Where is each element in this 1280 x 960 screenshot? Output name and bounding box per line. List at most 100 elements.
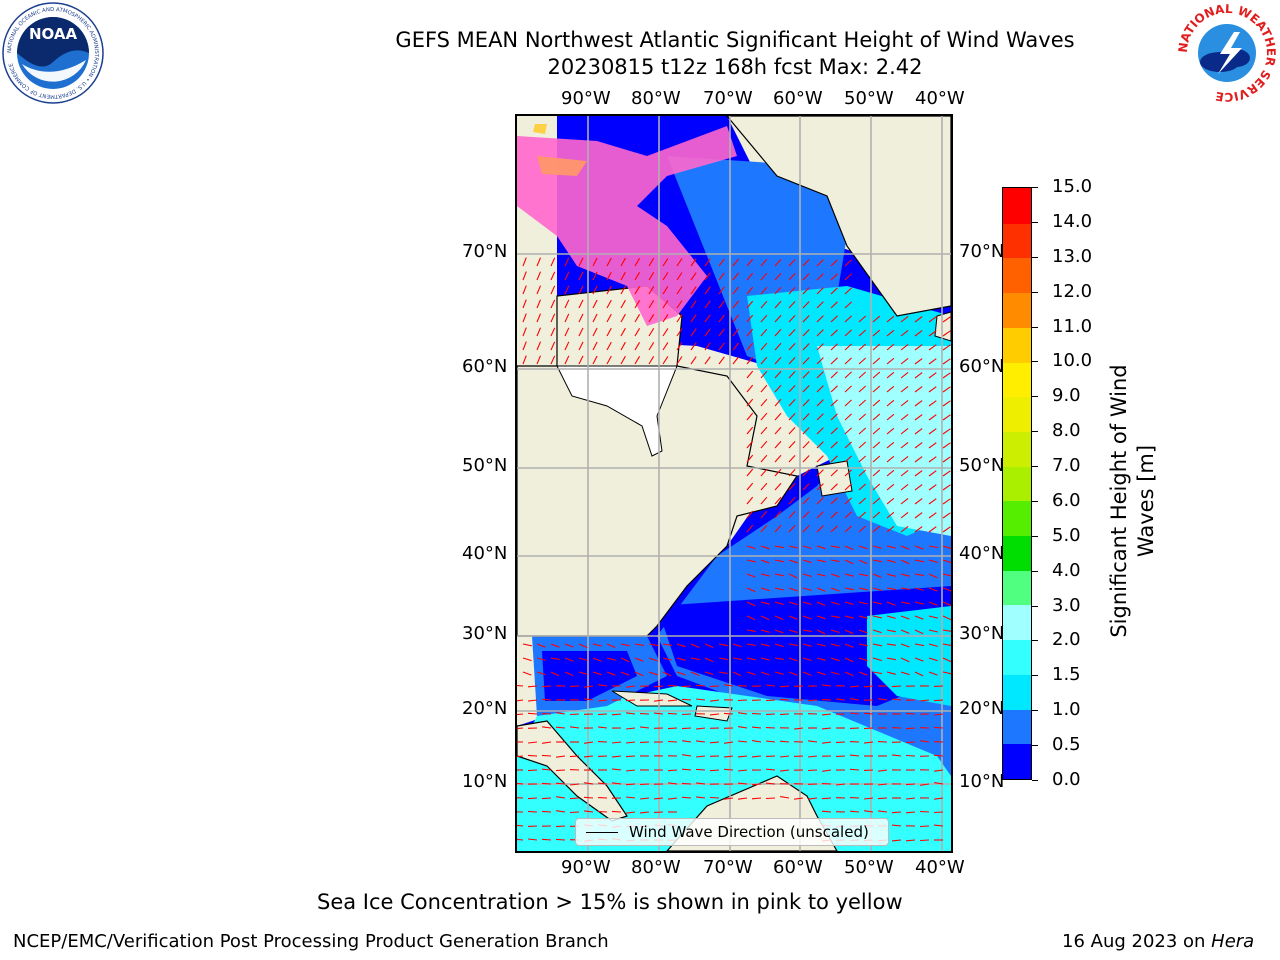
- wave-direction-vector: [816, 427, 824, 435]
- colorbar-tick-label: 6.0: [1052, 489, 1081, 511]
- wave-direction-vector: [765, 782, 776, 785]
- wave-direction-vector: [928, 643, 938, 647]
- colorbar-tick-label: 2.0: [1052, 629, 1081, 651]
- wave-direction-vector: [844, 497, 852, 505]
- wave-direction-vector: [640, 797, 650, 800]
- wave-direction-vector: [634, 671, 644, 677]
- wave-direction-vector: [830, 413, 838, 421]
- wave-direction-vector: [696, 727, 706, 730]
- wave-direction-vector: [858, 643, 868, 647]
- colorbar-tick-label: 8.0: [1052, 420, 1081, 442]
- wave-direction-vector: [653, 797, 664, 800]
- wave-direction-vector: [522, 257, 527, 267]
- wave-direction-vector: [704, 258, 711, 267]
- wave-direction-vector: [830, 657, 840, 662]
- wave-direction-vector: [606, 313, 612, 323]
- wave-direction-vector: [886, 511, 895, 519]
- wave-direction-vector: [928, 601, 938, 606]
- lon-label-bottom: 80°W: [631, 857, 681, 878]
- colorbar-segment: [1003, 604, 1031, 641]
- wave-direction-vector: [597, 782, 608, 785]
- wave-direction-vector: [914, 657, 924, 662]
- wave-direction-vector: [807, 769, 818, 772]
- lat-label-left: 60°N: [462, 356, 508, 377]
- wave-direction-vector: [779, 698, 790, 701]
- wave-direction-vector: [597, 810, 608, 813]
- wave-direction-vector: [802, 573, 812, 578]
- wave-direction-vector: [934, 713, 944, 716]
- wave-direction-vector: [517, 713, 524, 716]
- wave-direction-vector: [760, 496, 768, 505]
- wave-direction-vector: [886, 629, 896, 633]
- wave-direction-vector: [746, 328, 754, 337]
- wave-direction-vector: [928, 344, 937, 351]
- wave-direction-vector: [802, 301, 810, 309]
- wave-direction-vector: [620, 657, 630, 663]
- lon-label-top: 60°W: [773, 88, 823, 109]
- lat-label-right: 50°N: [959, 455, 1005, 476]
- colorbar-tick-label: 7.0: [1052, 455, 1081, 477]
- colorbar-tick-label: 1.5: [1052, 664, 1081, 686]
- wave-direction-vector: [928, 414, 937, 421]
- wave-direction-vector: [541, 782, 552, 785]
- wave-direction-vector: [864, 741, 874, 744]
- wave-direction-vector: [690, 356, 697, 365]
- sea-ice-yellow: [533, 124, 547, 134]
- colorbar-tick-mark: [1032, 570, 1038, 572]
- wave-direction-vector: [746, 545, 756, 550]
- wave-direction-vector: [914, 470, 923, 477]
- wave-direction-vector: [905, 741, 916, 744]
- wave-direction-vector: [541, 810, 552, 813]
- wave-direction-vector: [662, 258, 669, 267]
- wave-direction-vector: [696, 782, 706, 785]
- wave-direction-vector: [844, 385, 852, 393]
- wave-direction-vector: [760, 342, 768, 351]
- wave-direction-vector: [752, 740, 762, 743]
- wave-direction-vector: [695, 684, 706, 687]
- wave-direction-vector: [942, 587, 951, 592]
- wave-direction-vector: [620, 643, 630, 647]
- land-iceland: [934, 311, 951, 342]
- wave-direction-vector: [732, 258, 740, 267]
- wave-direction-vector: [746, 412, 754, 421]
- wave-direction-vector: [517, 699, 524, 702]
- wave-direction-vector: [737, 782, 748, 785]
- wave-direction-vector: [788, 657, 798, 662]
- wave-direction-vector: [942, 414, 951, 421]
- colorbar-tick-label: 14.0: [1052, 210, 1093, 232]
- colorbar-segment: [1003, 223, 1031, 259]
- wave-direction-vector: [774, 314, 782, 323]
- wave-direction-vector: [864, 810, 874, 813]
- wave-direction-vector: [914, 316, 923, 323]
- noaa-logo: NATIONAL OCEANIC AND ATMOSPHERIC ADMINIS…: [2, 2, 104, 104]
- wave-direction-vector: [802, 671, 812, 676]
- wave-direction-vector: [592, 671, 602, 676]
- wave-direction-vector: [844, 525, 852, 533]
- wave-direction-vector: [662, 314, 669, 323]
- wave-direction-vector: [555, 769, 566, 772]
- wave-direction-vector: [584, 741, 594, 744]
- wave-direction-vector: [942, 615, 951, 621]
- wave-direction-vector: [891, 811, 902, 814]
- wave-direction-vector: [578, 643, 588, 649]
- wave-direction-vector: [780, 769, 790, 772]
- wave-direction-vector: [718, 272, 725, 281]
- colorbar-tick-mark: [1032, 291, 1038, 293]
- wave-direction-vector: [634, 328, 641, 337]
- wave-direction-vector: [681, 796, 692, 799]
- wave-direction-vector: [676, 643, 686, 648]
- wave-direction-vector: [648, 657, 658, 662]
- wave-direction-vector: [905, 727, 916, 730]
- wave-direction-vector: [718, 356, 725, 365]
- wave-direction-vector: [849, 768, 860, 771]
- wave-direction-vector: [788, 329, 796, 337]
- wave-direction-vector: [914, 545, 924, 550]
- wave-direction-vector: [914, 484, 923, 491]
- lat-label-right: 10°N: [959, 771, 1005, 792]
- wave-direction-vector: [872, 413, 881, 421]
- wave-direction-vector: [844, 455, 852, 463]
- wave-direction-vector: [830, 573, 840, 578]
- wave-direction-vector: [634, 356, 641, 365]
- wave-direction-vector: [942, 512, 951, 519]
- wave-direction-vector: [718, 328, 725, 337]
